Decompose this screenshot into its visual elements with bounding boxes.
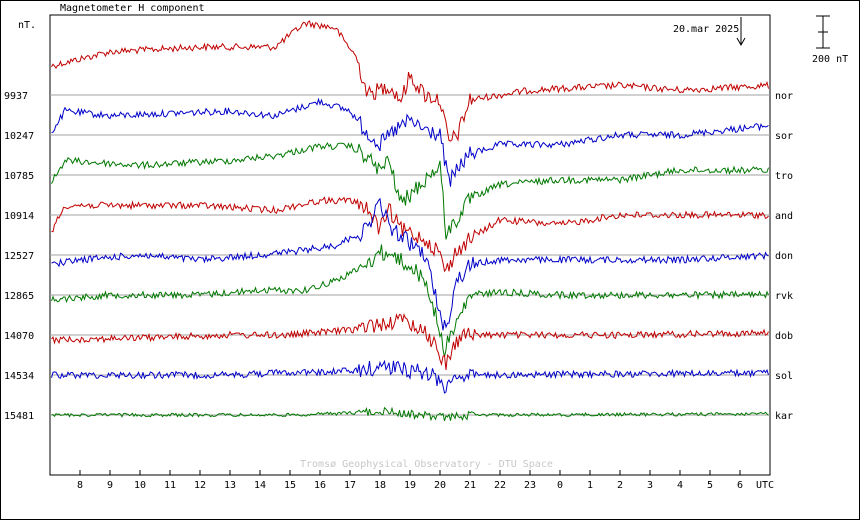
series-lines: [51, 20, 769, 422]
station-value-dob: 14070: [4, 331, 34, 342]
station-values: 9937 10247 10785 10914 12527 12865 14070 14534 1…: [4, 91, 34, 422]
x-tick-label: 13: [224, 480, 236, 491]
station-value-and: 10914: [4, 211, 34, 222]
x-unit-label: UTC: [756, 480, 774, 491]
x-tick-label: 9: [107, 480, 113, 491]
x-tick-label: 2: [617, 480, 623, 491]
x-tick-label: 17: [344, 480, 356, 491]
station-value-nor: 9937: [4, 91, 28, 102]
x-tick-label: 8: [77, 480, 83, 491]
series-line-and: [51, 196, 769, 273]
series-line-rvk: [51, 244, 769, 357]
station-name-kar: kar: [775, 411, 793, 422]
x-tick-label: 19: [404, 480, 416, 491]
scale-bar-icon: [816, 15, 830, 49]
station-name-and: and: [775, 211, 793, 222]
x-tick-label: 6: [737, 480, 743, 491]
x-tick-label: 20: [434, 480, 446, 491]
station-name-dob: dob: [775, 331, 793, 342]
credit-text: Tromsø Geophysical Observatory - DTU Spa…: [300, 459, 553, 470]
station-value-tro: 10785: [4, 171, 34, 182]
date-label: 20.mar 2025: [673, 24, 739, 35]
date-arrow-icon: [736, 17, 746, 47]
station-value-sor: 10247: [4, 131, 34, 142]
x-tick-label: 16: [314, 480, 326, 491]
x-tick-label: 15: [284, 480, 296, 491]
x-tick-label: 23: [524, 480, 536, 491]
x-tick-label: 1: [587, 480, 593, 491]
series-line-kar: [51, 406, 769, 422]
series-line-nor: [51, 20, 769, 142]
x-tick-label: 4: [677, 480, 683, 491]
station-name-tro: tro: [775, 171, 793, 182]
baseline-grid: [50, 94, 770, 416]
series-line-don: [51, 197, 769, 331]
x-tick-label: 3: [647, 480, 653, 491]
chart-title: Magnetometer H component: [60, 3, 205, 14]
x-tick-label: 22: [494, 480, 506, 491]
x-tick-label: 14: [254, 480, 266, 491]
x-axis: 8 9 10 11 12 13 14 15 16 17 18 19 20 21 22 23 0 1 2 3 4 5 6: [77, 470, 743, 491]
station-name-sol: sol: [775, 371, 793, 382]
station-name-don: don: [775, 251, 793, 262]
x-tick-label: 12: [194, 480, 206, 491]
x-tick-label: 11: [164, 480, 176, 491]
station-value-sol: 14534: [4, 371, 34, 382]
x-tick-label: 18: [374, 480, 386, 491]
station-name-nor: nor: [775, 91, 793, 102]
series-line-sor: [51, 97, 769, 187]
station-value-kar: 15481: [4, 411, 34, 422]
scale-label: 200 nT: [812, 54, 848, 65]
station-name-sor: sor: [775, 131, 793, 142]
y-unit-label: nT.: [18, 20, 36, 31]
series-line-dob: [51, 313, 769, 370]
station-value-don: 12527: [4, 251, 34, 262]
plot-area: [49, 14, 771, 476]
x-tick-label: 5: [707, 480, 713, 491]
station-name-rvk: rvk: [775, 291, 793, 302]
x-tick-label: 0: [557, 480, 563, 491]
x-tick-label: 21: [464, 480, 476, 491]
station-names: nor sor tro and don rvk dob sol kar: [775, 91, 793, 422]
series-line-sol: [51, 359, 769, 394]
x-tick-label: 10: [134, 480, 146, 491]
station-value-rvk: 12865: [4, 291, 34, 302]
series-line-tro: [51, 141, 769, 240]
